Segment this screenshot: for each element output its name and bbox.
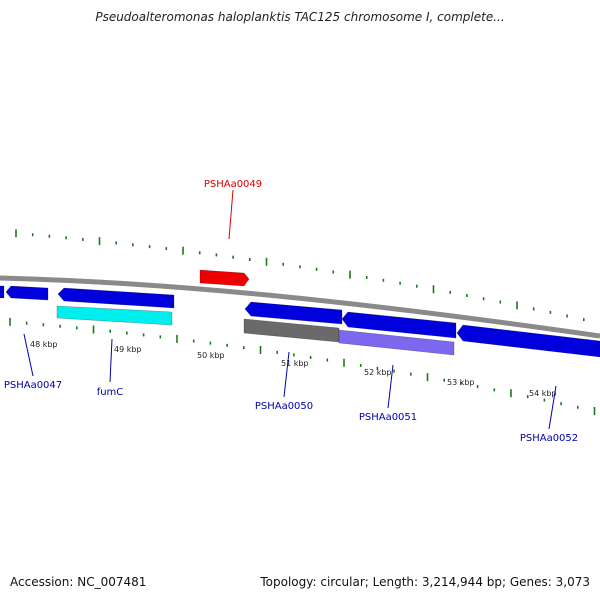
- gene-label-PSHAa0051[interactable]: PSHAa0051: [359, 412, 417, 423]
- gene-feature-PSHAa0052[interactable]: [456, 324, 600, 358]
- leader-PSHAa0050: [283, 351, 290, 398]
- topology-stats-text: Topology: circular; Length: 3,214,944 bp…: [260, 575, 590, 589]
- gene-feature-PSHAa0047[interactable]: [5, 285, 49, 301]
- ruler-label-53kbp: 53 kbp: [447, 378, 475, 387]
- gene-label-PSHAa0050[interactable]: PSHAa0050: [255, 401, 313, 412]
- inner-tick-ring: [9, 317, 596, 415]
- leader-fumC: [109, 338, 113, 383]
- gene-label-PSHAa0049[interactable]: PSHAa0049: [204, 179, 262, 190]
- ruler-label-50kbp: 50 kbp: [197, 351, 225, 360]
- leader-PSHAa0047: [23, 333, 34, 377]
- gene-feature-PSHAa0051[interactable]: [338, 329, 455, 356]
- label-leader-lines: [23, 189, 557, 430]
- gene-feature-PSHAa0051-upstream[interactable]: [341, 311, 457, 339]
- leader-PSHAa0051: [387, 364, 394, 409]
- ruler-label-51kbp: 51 kbp: [281, 359, 309, 368]
- gene-label-PSHAa0047[interactable]: PSHAa0047: [4, 380, 62, 391]
- gene-feature-fumC[interactable]: [56, 305, 173, 326]
- ruler-label-49kbp: 49 kbp: [114, 345, 142, 354]
- gene-label-fumC[interactable]: fumC: [97, 387, 124, 398]
- map-title: Pseudoalteromonas haloplanktis TAC125 ch…: [95, 10, 505, 24]
- gene-feature-fumC-upstream[interactable]: [57, 287, 175, 309]
- gene-feature-PSHAa0049[interactable]: [199, 269, 250, 287]
- chromosome-backbone: [0, 275, 600, 339]
- outer-tick-ring: [15, 229, 585, 322]
- accession-text: Accession: NC_007481: [10, 575, 147, 589]
- ruler-label-48kbp: 48 kbp: [30, 340, 58, 349]
- gene-feature-partial-left[interactable]: [0, 285, 5, 299]
- leader-PSHAa0052: [548, 385, 557, 430]
- ruler-label-54kbp: 54 kbp: [529, 389, 557, 398]
- gene-label-PSHAa0052[interactable]: PSHAa0052: [520, 433, 578, 444]
- leader-PSHAa0049: [228, 189, 234, 240]
- gene-feature-PSHAa0050-upstream[interactable]: [244, 301, 343, 325]
- ruler-label-52kbp: 52 kbp: [364, 368, 392, 377]
